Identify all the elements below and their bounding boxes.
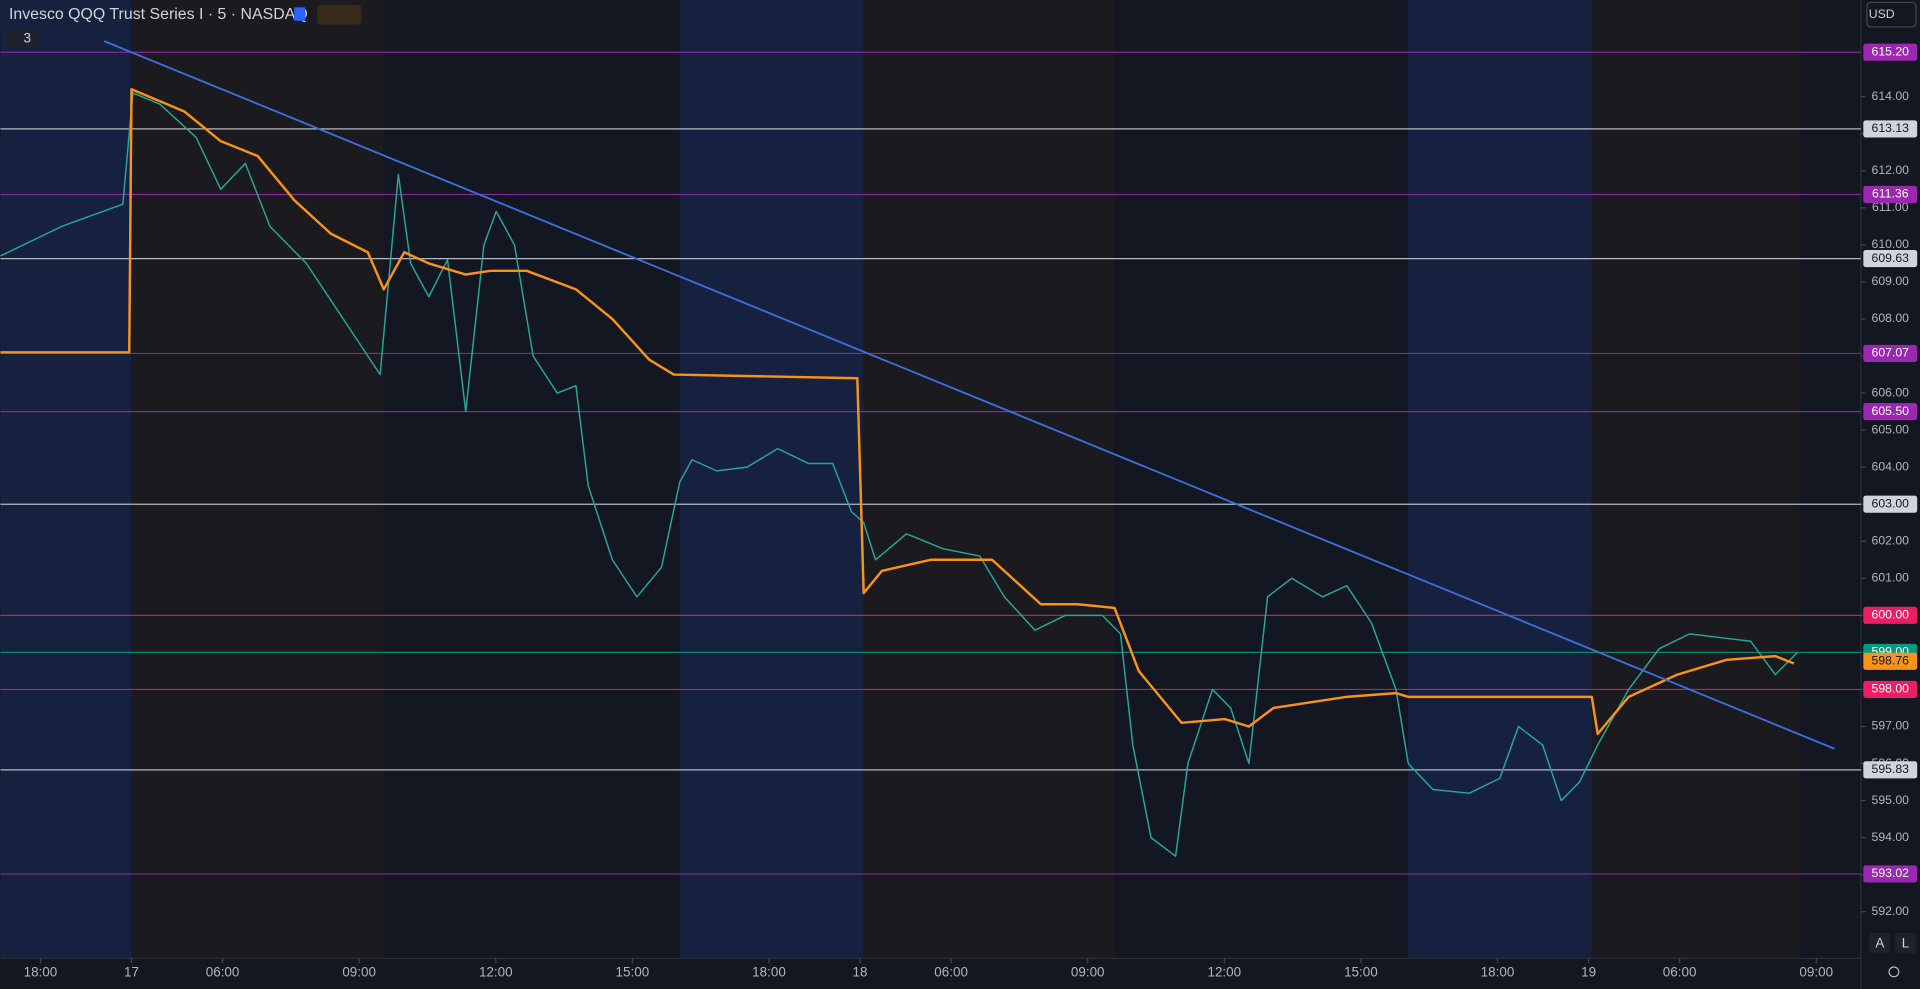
indicator-count: 3: [24, 31, 31, 46]
x-tick-label: 18:00: [752, 965, 786, 980]
level-label-box: [1863, 865, 1918, 883]
band: [863, 0, 1115, 959]
level-label: 598.76: [1872, 654, 1910, 668]
y-tick-label: 612.00: [1872, 163, 1910, 177]
level-label-box: [1863, 344, 1918, 362]
level-label-box: [1863, 652, 1918, 670]
y-tick-label: 595.00: [1872, 793, 1910, 807]
x-tick-label: 09:00: [1071, 965, 1105, 980]
plot: [0, 40, 1861, 875]
y-tick-label: 602.00: [1872, 533, 1910, 547]
band: [1591, 0, 1800, 959]
level-label: 615.20: [1872, 44, 1910, 58]
level-label: 611.36: [1872, 187, 1909, 201]
band: [131, 0, 384, 959]
x-tick-label: 09:00: [342, 965, 376, 980]
x-tick-label: 18: [853, 965, 868, 980]
level-label: 605.50: [1872, 404, 1910, 418]
currency: USD: [1869, 7, 1895, 21]
level-label-box: [1863, 120, 1918, 138]
auto-button[interactable]: [1869, 932, 1891, 954]
x-tick-label: 15:00: [616, 965, 650, 980]
y-tick-label: 592.00: [1872, 904, 1910, 918]
series-line: [0, 88, 1795, 736]
y-tick-label: 609.00: [1872, 274, 1910, 288]
y-tick-label: 608.00: [1872, 311, 1910, 325]
status-badge[interactable]: [317, 4, 362, 25]
level-label-box: [1863, 43, 1918, 61]
y-tick-label: 597.00: [1872, 719, 1910, 733]
level-label: 613.13: [1872, 121, 1910, 135]
button-label: A: [1875, 935, 1884, 950]
level-label: 607.07: [1872, 346, 1910, 360]
button-label: L: [1902, 935, 1910, 950]
indicator-toggle[interactable]: [6, 29, 39, 48]
level-label-box: [1863, 495, 1918, 513]
band: [0, 0, 132, 959]
series-line: [0, 92, 1799, 857]
level-label-box: [1863, 761, 1918, 779]
level-label-box: [1863, 606, 1918, 624]
log-button[interactable]: [1895, 932, 1916, 954]
session-bands: [0, 0, 1800, 959]
level-label: 609.63: [1872, 251, 1910, 265]
x-tick-label: 09:00: [1799, 965, 1833, 980]
flag-icon: [294, 7, 306, 21]
x-tick-label: 15:00: [1344, 965, 1378, 980]
y-tick-label: 610.00: [1872, 237, 1910, 251]
level-label: 595.83: [1872, 762, 1910, 776]
x-tick-label: 12:00: [1207, 965, 1241, 980]
x-tick-label: 18:00: [24, 965, 58, 980]
band: [1407, 0, 1592, 959]
y-tick-label: 601.00: [1872, 571, 1910, 585]
y-tick-label: 604.00: [1872, 459, 1910, 473]
y-tick-label: 605.00: [1872, 422, 1910, 436]
axes: 592.00593.00594.00595.00596.00597.00598.…: [24, 43, 1918, 980]
y-tick-label: 614.00: [1872, 89, 1910, 103]
currency-button[interactable]: [1866, 1, 1917, 28]
band: [679, 0, 864, 959]
level-label-box: [1863, 680, 1918, 699]
x-tick-label: 17: [124, 965, 139, 980]
level-label-box: [1863, 250, 1918, 268]
x-tick-label: 18:00: [1481, 965, 1515, 980]
x-tick-label: 06:00: [206, 965, 240, 980]
y-tick-label: 594.00: [1872, 830, 1910, 844]
x-tick-label: 06:00: [934, 965, 968, 980]
x-tick-label: 19: [1581, 965, 1596, 980]
level-label-box: [1863, 185, 1918, 204]
y-tick-label: 611.00: [1872, 200, 1909, 214]
x-tick-label: 06:00: [1663, 965, 1697, 980]
level-label: 600.00: [1872, 608, 1910, 622]
chart-title: Invesco QQQ Trust Series I · 5 · NASDAQ: [9, 6, 308, 23]
y-tick-label: 606.00: [1872, 385, 1910, 399]
level-label: 603.00: [1872, 496, 1910, 510]
x-tick-label: 12:00: [479, 965, 513, 980]
level-label: 593.02: [1872, 866, 1910, 880]
settings-icon[interactable]: [1888, 966, 1900, 978]
level-label: 598.00: [1872, 682, 1910, 696]
level-label-box: [1863, 403, 1918, 421]
series-line: [103, 40, 1835, 750]
